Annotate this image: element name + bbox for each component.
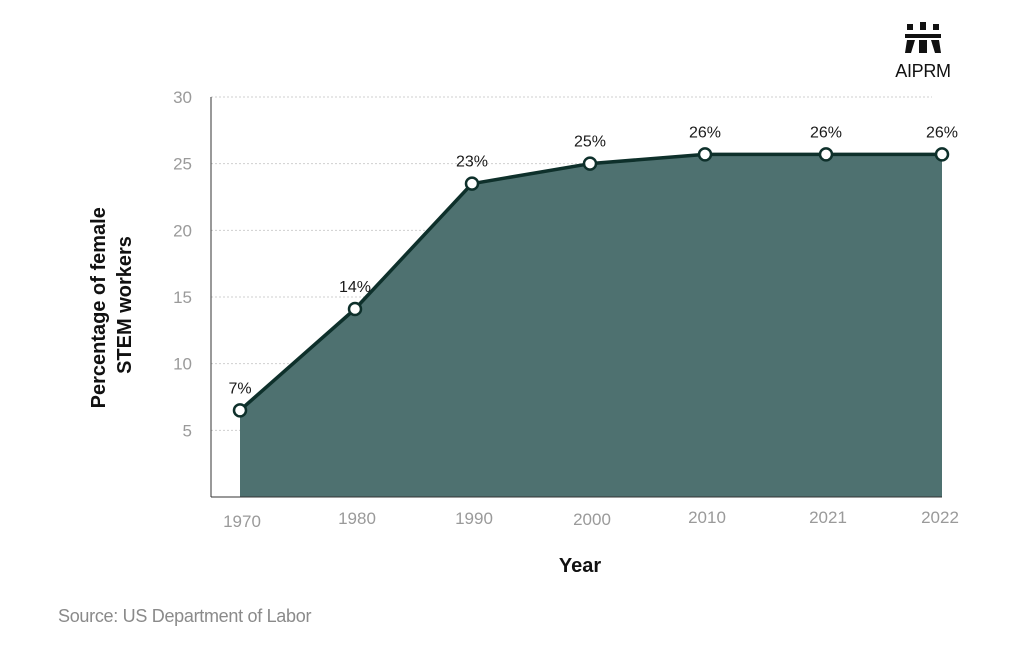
y-axis-ticks: 5 10 15 20 25 30 [173, 88, 192, 440]
data-label: 23% [456, 154, 488, 171]
x-tick-label: 1970 [223, 512, 261, 531]
data-label: 26% [689, 124, 721, 141]
data-label: 25% [574, 134, 606, 151]
y-tick-label: 20 [173, 221, 192, 240]
x-axis-title: Year [559, 555, 601, 577]
data-point [697, 147, 713, 162]
data-point [818, 147, 834, 162]
data-label: 14% [339, 279, 371, 296]
brand-name: AIPRM [895, 61, 951, 81]
data-point [934, 147, 950, 162]
data-labels: 7% 14% 23% 25% 26% 26% 26% [228, 124, 958, 397]
y-axis-title-line-1: Percentage of female [88, 207, 110, 408]
x-tick-label: 2021 [809, 508, 847, 527]
y-tick-label: 15 [173, 288, 192, 307]
data-label: 26% [810, 124, 842, 141]
data-label: 7% [228, 380, 251, 397]
x-tick-label: 2000 [573, 510, 611, 529]
y-tick-label: 30 [173, 88, 192, 107]
data-point [582, 156, 598, 171]
data-label: 26% [926, 124, 958, 141]
y-axis-title: Percentage of female STEM workers [88, 202, 136, 409]
data-point [347, 301, 363, 317]
brand-logo: AIPRM [888, 22, 958, 82]
source-note: Source: US Department of Labor [58, 606, 312, 626]
x-axis-ticks: 1970 1980 1990 2000 2010 2021 2022 [223, 508, 959, 531]
data-points [232, 147, 950, 418]
area-fill [240, 154, 942, 498]
x-tick-label: 2010 [688, 508, 726, 527]
y-axis-title-line-2: STEM workers [114, 236, 136, 374]
data-point [464, 176, 480, 191]
data-point [232, 403, 248, 418]
x-tick-label: 1980 [338, 509, 376, 528]
aiprm-logo-icon [905, 22, 941, 53]
y-tick-label: 5 [183, 421, 192, 440]
x-tick-label: 2022 [921, 508, 959, 527]
x-tick-label: 1990 [455, 509, 493, 528]
y-tick-label: 10 [173, 355, 192, 374]
y-tick-label: 25 [173, 155, 192, 174]
